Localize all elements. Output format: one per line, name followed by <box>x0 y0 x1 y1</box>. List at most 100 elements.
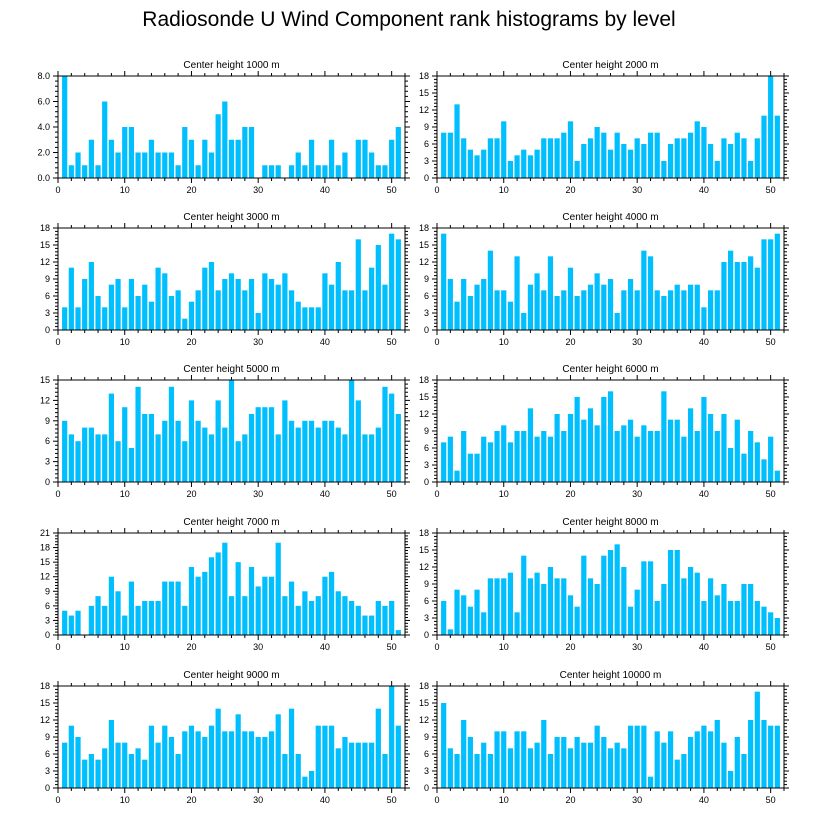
histogram-bar <box>507 161 514 178</box>
histogram-bar <box>355 742 361 788</box>
histogram-bar <box>248 414 255 482</box>
histogram-bar <box>594 425 600 482</box>
histogram-bar <box>75 307 81 330</box>
histogram-bar <box>481 436 487 482</box>
histogram-bar <box>541 138 547 178</box>
x-tick-label: 0 <box>434 337 439 347</box>
panel-title: Center height 6000 m <box>562 364 658 375</box>
histogram-bar <box>748 256 754 330</box>
x-tick-label: 0 <box>55 795 60 805</box>
y-tick-label: 12 <box>419 257 429 267</box>
y-tick-label: 15 <box>419 545 429 555</box>
y-tick-label: 3 <box>424 766 429 776</box>
histogram-bar <box>494 578 500 635</box>
histogram-bar <box>707 144 714 178</box>
histogram-bar <box>714 720 720 788</box>
histogram-bar <box>382 605 388 635</box>
histogram-bar <box>521 313 527 330</box>
histogram-bar <box>82 279 88 330</box>
histogram-bar <box>168 737 175 788</box>
y-tick-label: 9 <box>45 416 50 426</box>
x-tick-label: 50 <box>766 642 776 652</box>
panel-title: Center height 4000 m <box>562 212 658 223</box>
histogram-bar <box>148 139 155 178</box>
histogram-bar <box>102 434 108 482</box>
x-tick-label: 50 <box>387 489 397 499</box>
histogram-bar <box>228 596 235 635</box>
histogram-bar <box>501 290 507 330</box>
histogram-bar <box>122 615 128 635</box>
histogram-bar <box>694 431 700 482</box>
histogram-bar <box>461 431 467 482</box>
histogram-bar <box>547 436 554 482</box>
histogram-bar <box>454 104 460 178</box>
histogram-bar <box>601 284 607 330</box>
histogram-bar <box>634 290 640 330</box>
y-tick-label: 3 <box>45 308 50 318</box>
histogram-bar <box>721 414 727 482</box>
histogram-bar <box>607 748 614 788</box>
histogram-bar <box>501 578 507 635</box>
x-tick-label: 20 <box>186 489 196 499</box>
histogram-bar <box>322 273 328 330</box>
histogram-bar <box>607 149 614 178</box>
histogram-bar <box>614 742 620 788</box>
histogram-bar <box>728 771 734 788</box>
x-tick-label: 30 <box>253 185 263 195</box>
histogram-bar <box>514 256 520 330</box>
histogram-bar <box>654 731 660 788</box>
histogram-bar <box>242 290 248 330</box>
y-tick-label: 0 <box>45 783 50 793</box>
histogram-bar <box>667 419 674 482</box>
histogram-bar <box>621 748 627 788</box>
histogram-bar <box>461 595 467 635</box>
histogram-bar <box>242 127 248 178</box>
histogram-bar <box>335 427 341 482</box>
histogram-bar <box>75 152 81 178</box>
y-tick-label: 9 <box>424 579 429 589</box>
histogram-bar <box>554 578 560 635</box>
y-tick-label: 3 <box>424 613 429 623</box>
y-tick-label: 15 <box>419 88 429 98</box>
histogram-bar <box>308 420 315 482</box>
histogram-bar <box>122 742 128 788</box>
histogram-bar <box>95 759 101 788</box>
histogram-bar <box>195 576 201 635</box>
histogram-bar <box>382 386 388 482</box>
histogram-bar <box>728 144 734 178</box>
histogram-bar <box>128 581 135 635</box>
histogram-bar <box>202 571 208 635</box>
x-tick-label: 10 <box>120 337 130 347</box>
histogram-bar <box>302 591 308 635</box>
histogram-bar <box>721 262 727 330</box>
histogram-bar <box>88 605 94 635</box>
histogram-bar <box>748 161 754 178</box>
y-tick-label: 12 <box>40 395 50 405</box>
histogram-bar <box>228 731 235 788</box>
histogram-bar <box>707 731 714 788</box>
histogram-bar <box>255 407 261 482</box>
histogram-bar <box>315 165 321 178</box>
histogram-bar <box>248 731 255 788</box>
histogram-bar <box>521 555 527 635</box>
histogram-bar <box>315 427 321 482</box>
histogram-bar <box>687 567 694 635</box>
histogram-bar <box>135 296 141 330</box>
histogram-bar <box>734 419 740 482</box>
histogram-bar <box>308 139 315 178</box>
histogram-bar <box>369 742 375 788</box>
x-tick-label: 40 <box>320 337 330 347</box>
y-tick-label: 3 <box>424 308 429 318</box>
histogram-bar <box>295 605 301 635</box>
histogram-bar <box>175 290 181 330</box>
histogram-bar <box>641 144 647 178</box>
histogram-bar <box>182 127 188 178</box>
histogram-bar <box>148 725 155 788</box>
x-tick-label: 20 <box>186 795 196 805</box>
x-tick-label: 50 <box>387 185 397 195</box>
y-tick-label: 18 <box>419 528 429 538</box>
y-tick-label: 18 <box>40 543 50 553</box>
histogram-bar <box>162 420 168 482</box>
histogram-bar <box>741 453 747 482</box>
y-tick-label: 15 <box>40 375 50 385</box>
